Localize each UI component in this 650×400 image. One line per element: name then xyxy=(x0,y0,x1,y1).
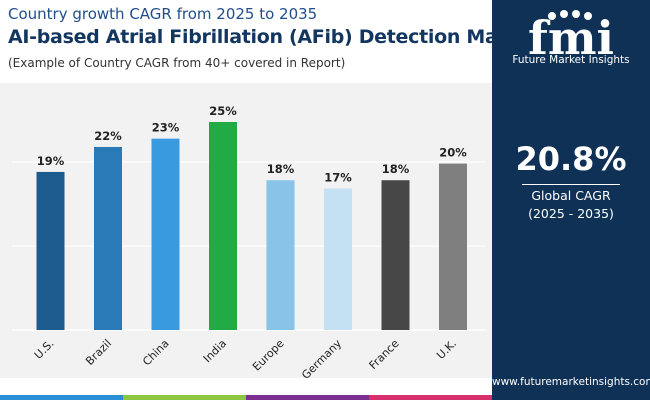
plot-background xyxy=(0,83,492,378)
accent-segment-green xyxy=(123,395,246,400)
chart-title: AI-based Atrial Fibrillation (AFib) Dete… xyxy=(8,26,540,48)
header: Country growth CAGR from 2025 to 2035 AI… xyxy=(0,0,540,80)
global-cagr-value: 20.8% xyxy=(515,140,627,178)
x-tick-label: China xyxy=(140,337,171,368)
accent-segment-purple xyxy=(246,395,369,400)
logo-text: Future Market Insights xyxy=(512,54,630,66)
bar-germany xyxy=(324,188,352,330)
data-label: 17% xyxy=(324,171,352,185)
bar-us xyxy=(36,171,65,330)
x-tick-label: Germany xyxy=(299,337,344,382)
data-label: 19% xyxy=(37,154,65,168)
x-tick-label: U.K. xyxy=(434,337,459,362)
data-label: 25% xyxy=(209,104,237,118)
x-tick-label: U.S. xyxy=(32,337,57,362)
bar-uk xyxy=(439,163,467,330)
fmi-logo: fmi xyxy=(528,10,614,65)
chart-subtitle: Country growth CAGR from 2025 to 2035 xyxy=(8,5,318,23)
chart-note: (Example of Country CAGR from 40+ covere… xyxy=(8,56,346,70)
accent-segment-pink xyxy=(369,395,492,400)
bar-europe xyxy=(266,180,295,330)
accent-bar xyxy=(0,395,492,400)
sidebar-panel: fmi Future Market Insights 20.8% Global … xyxy=(492,0,650,400)
website-link[interactable]: www.futuremarketinsights.com xyxy=(492,376,650,388)
global-cagr-period: (2025 - 2035) xyxy=(528,206,614,221)
bar-brazil xyxy=(94,146,122,330)
x-tick-label: India xyxy=(201,337,229,365)
global-cagr-label: Global CAGR xyxy=(531,188,611,203)
data-label: 18% xyxy=(382,162,410,176)
data-label: 20% xyxy=(439,146,467,160)
bar-france xyxy=(381,180,410,330)
data-label: 18% xyxy=(267,162,295,176)
svg-text:fmi: fmi xyxy=(528,11,614,65)
x-tick-label: Europe xyxy=(250,337,287,374)
x-tick-label: Brazil xyxy=(83,337,114,368)
bar-chart: 19% U.S. 22% Brazil 23% China 25% India 18% Europ… xyxy=(12,104,485,382)
bar-india xyxy=(209,122,237,330)
data-label: 23% xyxy=(152,121,180,135)
cagr-divider xyxy=(522,184,620,185)
x-tick-label: France xyxy=(367,337,402,372)
data-label: 22% xyxy=(94,129,122,143)
bar-china xyxy=(151,138,180,330)
accent-segment-blue xyxy=(0,395,123,400)
